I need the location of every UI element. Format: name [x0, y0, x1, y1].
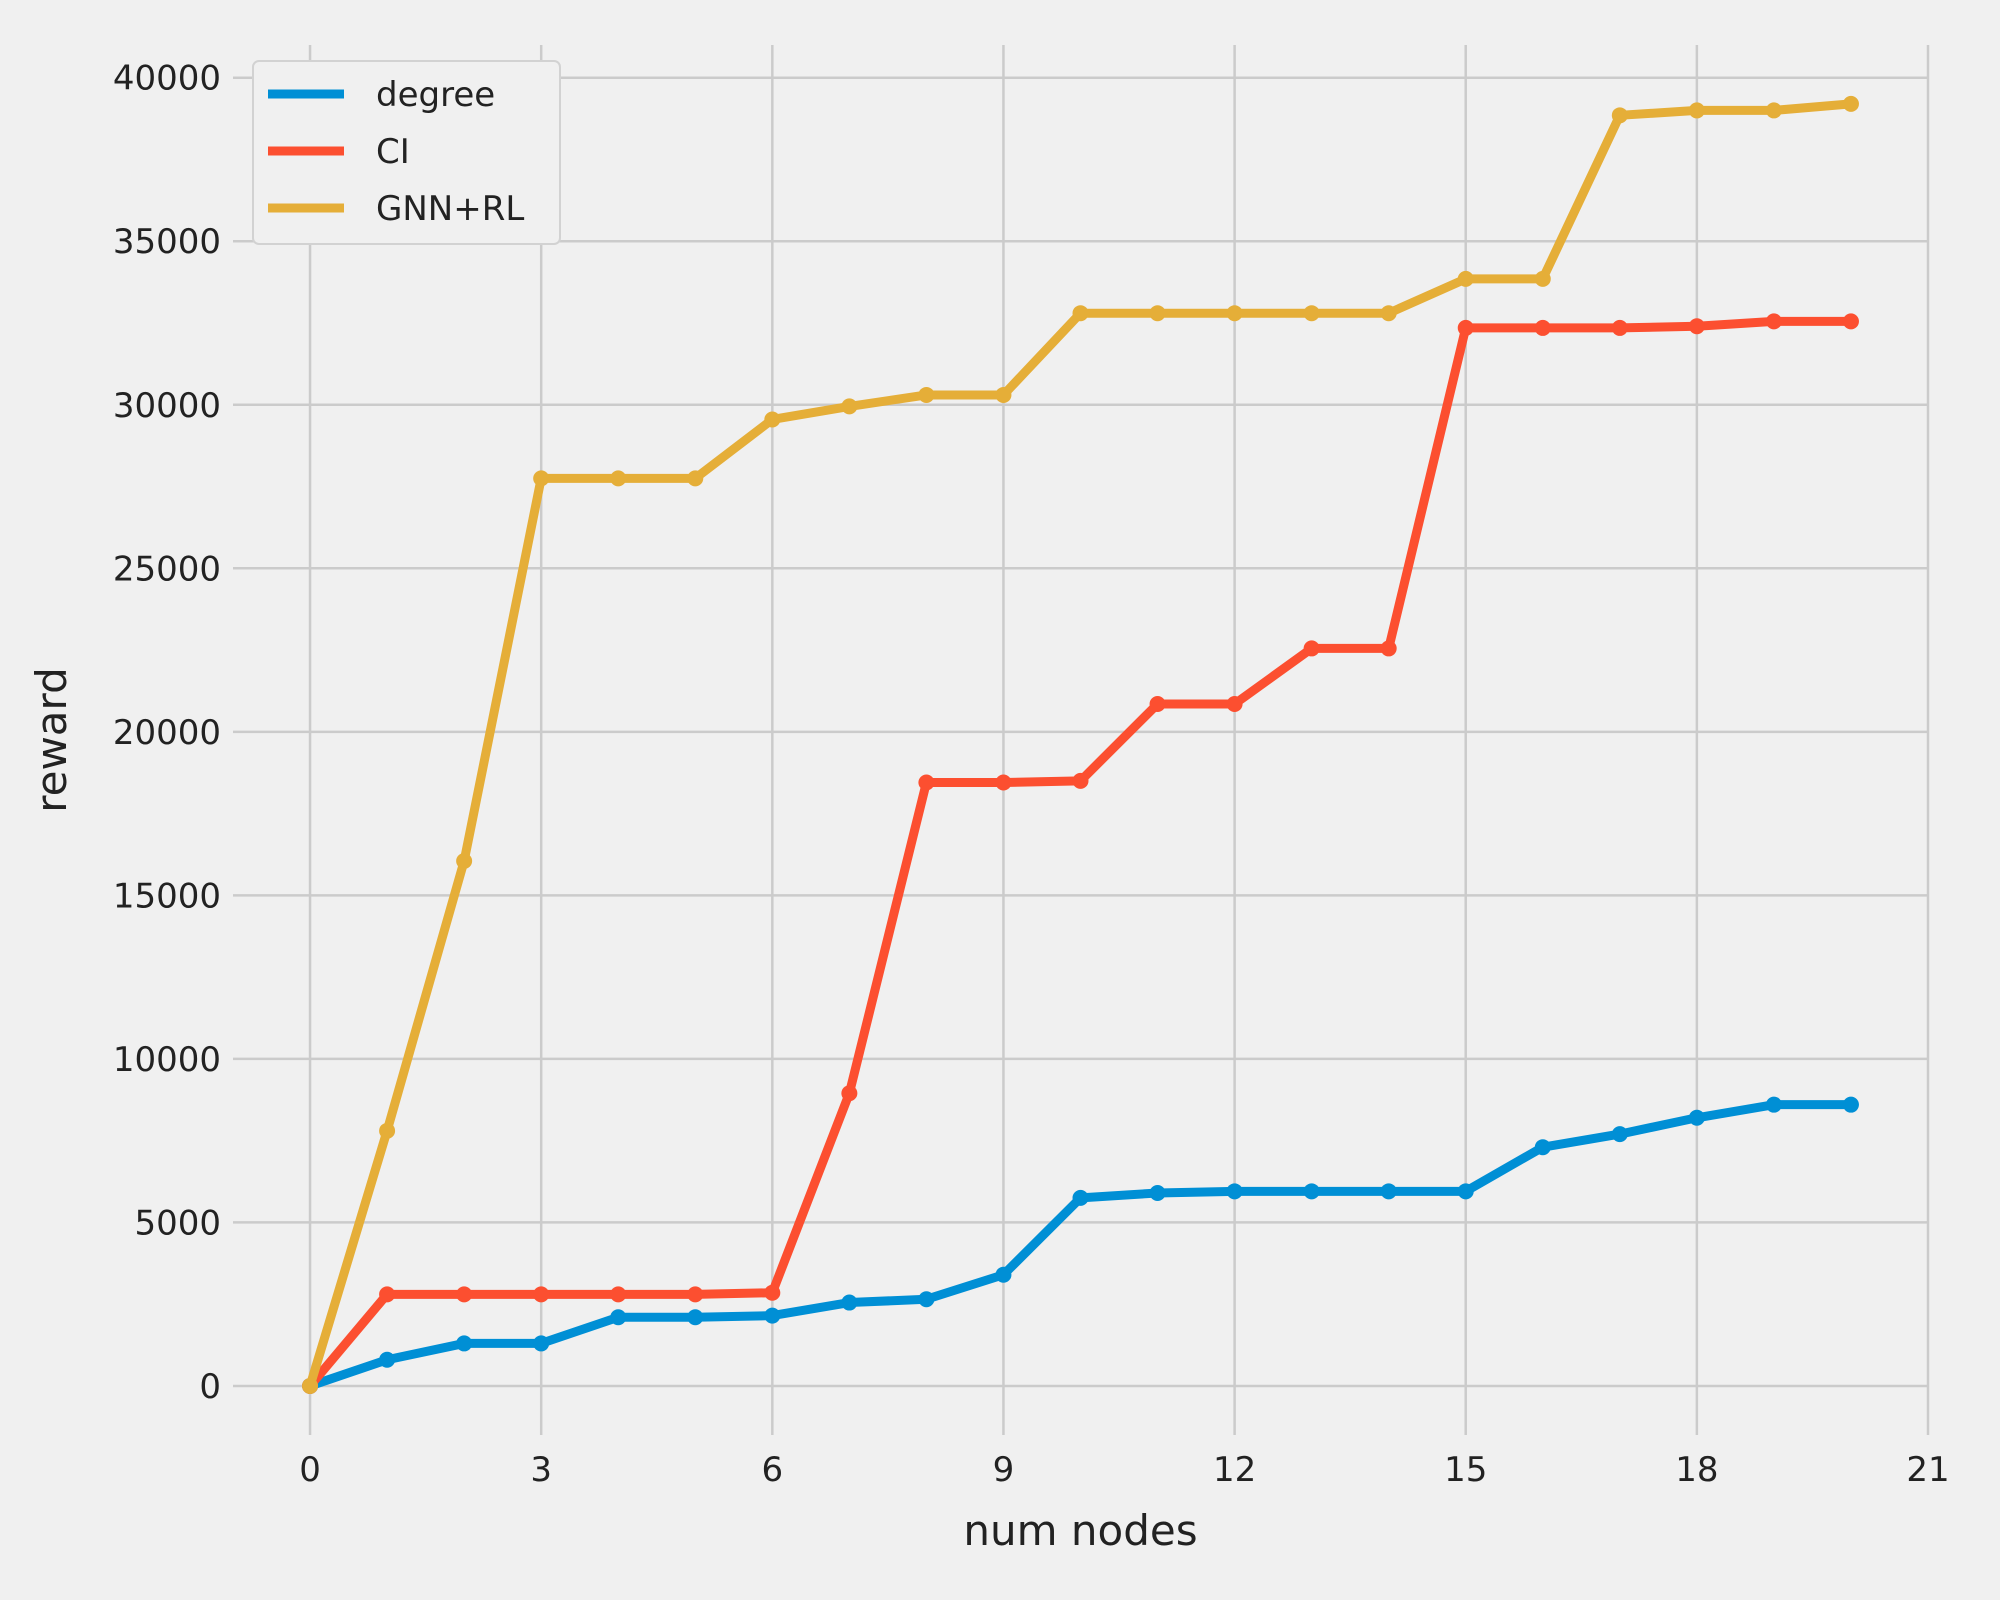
- x-tick-label: 9: [993, 1450, 1015, 1490]
- data-point: [533, 1335, 550, 1352]
- data-point: [1226, 696, 1243, 713]
- y-tick-label: 35000: [113, 222, 221, 262]
- x-tick-label: 12: [1213, 1450, 1256, 1490]
- data-point: [1149, 1184, 1166, 1201]
- data-point: [918, 386, 935, 403]
- data-point: [1380, 1183, 1397, 1200]
- y-tick-label: 10000: [113, 1040, 221, 1080]
- data-point: [1688, 102, 1705, 119]
- data-point: [456, 853, 473, 870]
- data-point: [379, 1286, 396, 1303]
- series-CI: [302, 313, 1859, 1394]
- y-tick-label: 20000: [113, 713, 221, 753]
- data-point: [764, 411, 781, 428]
- data-point: [995, 386, 1012, 403]
- data-point: [687, 470, 704, 487]
- data-point: [687, 1309, 704, 1326]
- data-point: [1534, 1139, 1551, 1156]
- data-point: [1226, 305, 1243, 322]
- y-tick-label: 15000: [113, 876, 221, 916]
- y-tick-label: 25000: [113, 549, 221, 589]
- y-tick-label: 0: [199, 1367, 221, 1407]
- series-lines: [302, 95, 1859, 1394]
- data-point: [764, 1284, 781, 1301]
- data-point: [1303, 1183, 1320, 1200]
- data-point: [456, 1286, 473, 1303]
- data-point: [1149, 305, 1166, 322]
- data-point: [918, 774, 935, 791]
- data-point: [841, 398, 858, 415]
- data-point: [379, 1122, 396, 1139]
- data-point: [1457, 319, 1474, 336]
- data-point: [302, 1377, 319, 1394]
- data-point: [533, 1286, 550, 1303]
- data-point: [1380, 305, 1397, 322]
- data-point: [456, 1335, 473, 1352]
- legend-label: GNN+RL: [376, 189, 524, 229]
- y-tick-label: 40000: [113, 59, 221, 99]
- data-point: [610, 1286, 627, 1303]
- x-tick-label: 18: [1675, 1450, 1718, 1490]
- data-point: [1611, 1126, 1628, 1143]
- data-point: [764, 1307, 781, 1324]
- data-point: [1072, 305, 1089, 322]
- data-point: [687, 1286, 704, 1303]
- data-point: [1765, 102, 1782, 119]
- data-point: [1072, 1189, 1089, 1206]
- x-tick-label: 3: [530, 1450, 552, 1490]
- data-point: [995, 1266, 1012, 1283]
- data-point: [1534, 319, 1551, 336]
- data-point: [1611, 319, 1628, 336]
- data-point: [1457, 270, 1474, 287]
- data-point: [1611, 107, 1628, 124]
- data-point: [1688, 318, 1705, 335]
- legend-box: [252, 60, 561, 245]
- data-point: [533, 470, 550, 487]
- data-point: [1765, 313, 1782, 330]
- x-tick-label: 21: [1906, 1450, 1949, 1490]
- y-axis-label: reward: [27, 667, 76, 812]
- data-point: [379, 1351, 396, 1368]
- data-point: [995, 774, 1012, 791]
- legend: degree CI GNN+RL: [252, 60, 561, 245]
- data-point: [1842, 95, 1859, 112]
- data-point: [918, 1291, 935, 1308]
- x-axis-ticks: 0 3 6 9 12 15 18 21: [299, 1450, 1949, 1490]
- data-point: [1457, 1183, 1474, 1200]
- y-axis-ticks: 0 5000 10000 15000 20000 25000 30000 35000 40000: [113, 59, 221, 1407]
- y-tick-label: 30000: [113, 386, 221, 426]
- data-point: [610, 1309, 627, 1326]
- data-point: [1226, 1183, 1243, 1200]
- data-point: [610, 470, 627, 487]
- data-point: [1534, 270, 1551, 287]
- data-point: [1842, 313, 1859, 330]
- data-point: [1303, 640, 1320, 657]
- legend-label: degree: [376, 75, 495, 115]
- series-GNN+RL: [302, 95, 1859, 1394]
- data-point: [1149, 696, 1166, 713]
- x-tick-label: 0: [299, 1450, 321, 1490]
- grid: [233, 45, 1930, 1435]
- legend-label: CI: [376, 132, 410, 172]
- data-point: [841, 1085, 858, 1102]
- y-tick-label: 5000: [134, 1203, 221, 1243]
- x-axis-label: num nodes: [963, 1506, 1197, 1555]
- x-tick-label: 15: [1444, 1450, 1487, 1490]
- x-tick-label: 6: [761, 1450, 783, 1490]
- data-point: [1303, 305, 1320, 322]
- data-point: [1842, 1096, 1859, 1113]
- data-point: [841, 1294, 858, 1311]
- data-point: [1072, 772, 1089, 789]
- series-degree: [302, 1096, 1859, 1394]
- data-point: [1765, 1096, 1782, 1113]
- data-point: [1688, 1109, 1705, 1126]
- data-point: [1380, 640, 1397, 657]
